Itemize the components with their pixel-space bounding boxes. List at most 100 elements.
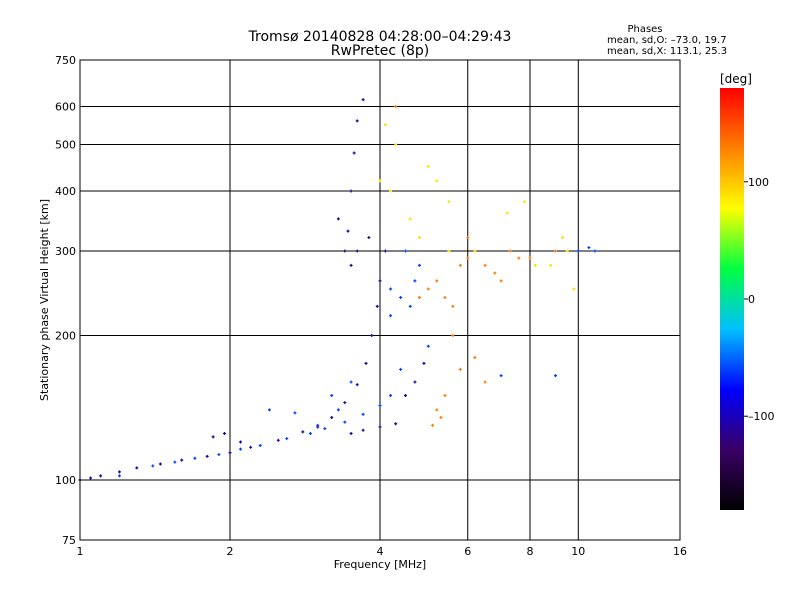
- data-point: [426, 344, 430, 348]
- y-tick-label: 600: [55, 101, 76, 114]
- data-point: [117, 470, 121, 474]
- data-point: [355, 119, 359, 123]
- data-point: [553, 249, 557, 253]
- data-point: [466, 256, 470, 260]
- colorbar-ticks: 100 0 –100: [744, 176, 775, 423]
- data-point: [408, 217, 412, 221]
- data-point: [389, 314, 393, 318]
- data-point: [443, 296, 447, 300]
- data-point: [394, 422, 398, 426]
- data-point: [435, 279, 439, 283]
- data-point: [223, 432, 227, 436]
- data-point: [239, 447, 243, 451]
- data-point: [349, 432, 353, 436]
- y-axis-label: Stationary phase Virtual Height [km]: [38, 199, 51, 401]
- data-point: [336, 217, 340, 221]
- x-tick-label: 1: [77, 545, 84, 558]
- data-point: [217, 453, 221, 457]
- data-point: [367, 236, 371, 240]
- data-point: [117, 474, 121, 478]
- chart-title: Tromsø 20140828 04:28:00–04:29:43: [248, 29, 512, 45]
- data-point: [173, 460, 177, 464]
- data-point: [408, 304, 412, 308]
- data-point: [549, 263, 553, 267]
- data-point: [451, 334, 455, 338]
- data-point: [447, 249, 451, 253]
- data-point: [378, 279, 382, 283]
- data-point: [193, 456, 197, 460]
- data-point: [517, 256, 521, 260]
- data-point: [301, 430, 305, 434]
- data-point: [361, 428, 365, 432]
- y-tick-label: 300: [55, 245, 76, 258]
- data-point: [383, 123, 387, 127]
- data-point: [89, 476, 93, 480]
- data-point: [364, 361, 368, 365]
- data-point: [466, 236, 470, 240]
- colorbar-label: [deg]: [720, 72, 752, 86]
- x-tick-label: 8: [527, 545, 534, 558]
- data-point: [435, 179, 439, 183]
- data-point: [355, 249, 359, 253]
- phase-stats-o: mean, sd,O: –73.0, 19.7: [607, 35, 727, 46]
- data-point: [378, 179, 382, 183]
- plot-frame: [79, 59, 681, 541]
- data-point: [389, 287, 393, 291]
- data-point: [426, 164, 430, 168]
- data-point: [361, 98, 365, 102]
- x-tick-label: 6: [464, 545, 471, 558]
- data-point: [330, 394, 334, 398]
- data-point: [343, 249, 347, 253]
- x-tick-label: 4: [377, 545, 384, 558]
- data-point: [389, 189, 393, 193]
- data-point: [336, 408, 340, 412]
- data-point: [349, 263, 353, 267]
- data-point: [249, 445, 253, 449]
- y-tick-label: 750: [55, 54, 76, 67]
- data-point: [417, 296, 421, 300]
- data-point: [426, 287, 430, 291]
- data-point: [508, 249, 512, 253]
- y-tick-label: 100: [55, 474, 76, 487]
- data-points: [78, 98, 597, 482]
- data-point: [267, 408, 271, 412]
- data-point: [205, 454, 209, 458]
- y-tick-label: 200: [55, 330, 76, 343]
- data-point: [458, 263, 462, 267]
- x-tick-label: 10: [571, 545, 585, 558]
- data-point: [593, 249, 597, 253]
- y-tick-label: 75: [62, 534, 76, 547]
- data-point: [413, 380, 417, 384]
- grid-lines: [80, 60, 680, 540]
- data-point: [330, 415, 334, 419]
- data-point: [355, 383, 359, 387]
- data-point: [561, 236, 565, 240]
- data-point: [370, 334, 374, 338]
- data-point: [352, 151, 356, 155]
- data-point: [349, 380, 353, 384]
- data-point: [211, 435, 215, 439]
- colorbar: [720, 88, 744, 510]
- data-point: [505, 211, 509, 215]
- data-point: [443, 394, 447, 398]
- data-point: [572, 287, 576, 291]
- y-tick-label: 400: [55, 185, 76, 198]
- data-point: [565, 249, 569, 253]
- data-point: [587, 246, 591, 250]
- data-point: [394, 143, 398, 147]
- data-point: [451, 304, 455, 308]
- x-tick-label: 2: [227, 545, 234, 558]
- data-point: [417, 263, 421, 267]
- data-point: [239, 440, 243, 444]
- data-point: [389, 394, 393, 398]
- data-point: [349, 189, 353, 193]
- data-point: [151, 464, 155, 468]
- data-point: [523, 200, 527, 204]
- data-point: [343, 420, 347, 424]
- data-point: [483, 263, 487, 267]
- y-tick-labels: 75 100 200 300 400 500 600 750: [55, 54, 76, 547]
- data-point: [361, 412, 365, 416]
- data-point: [276, 438, 280, 442]
- data-point: [499, 374, 503, 378]
